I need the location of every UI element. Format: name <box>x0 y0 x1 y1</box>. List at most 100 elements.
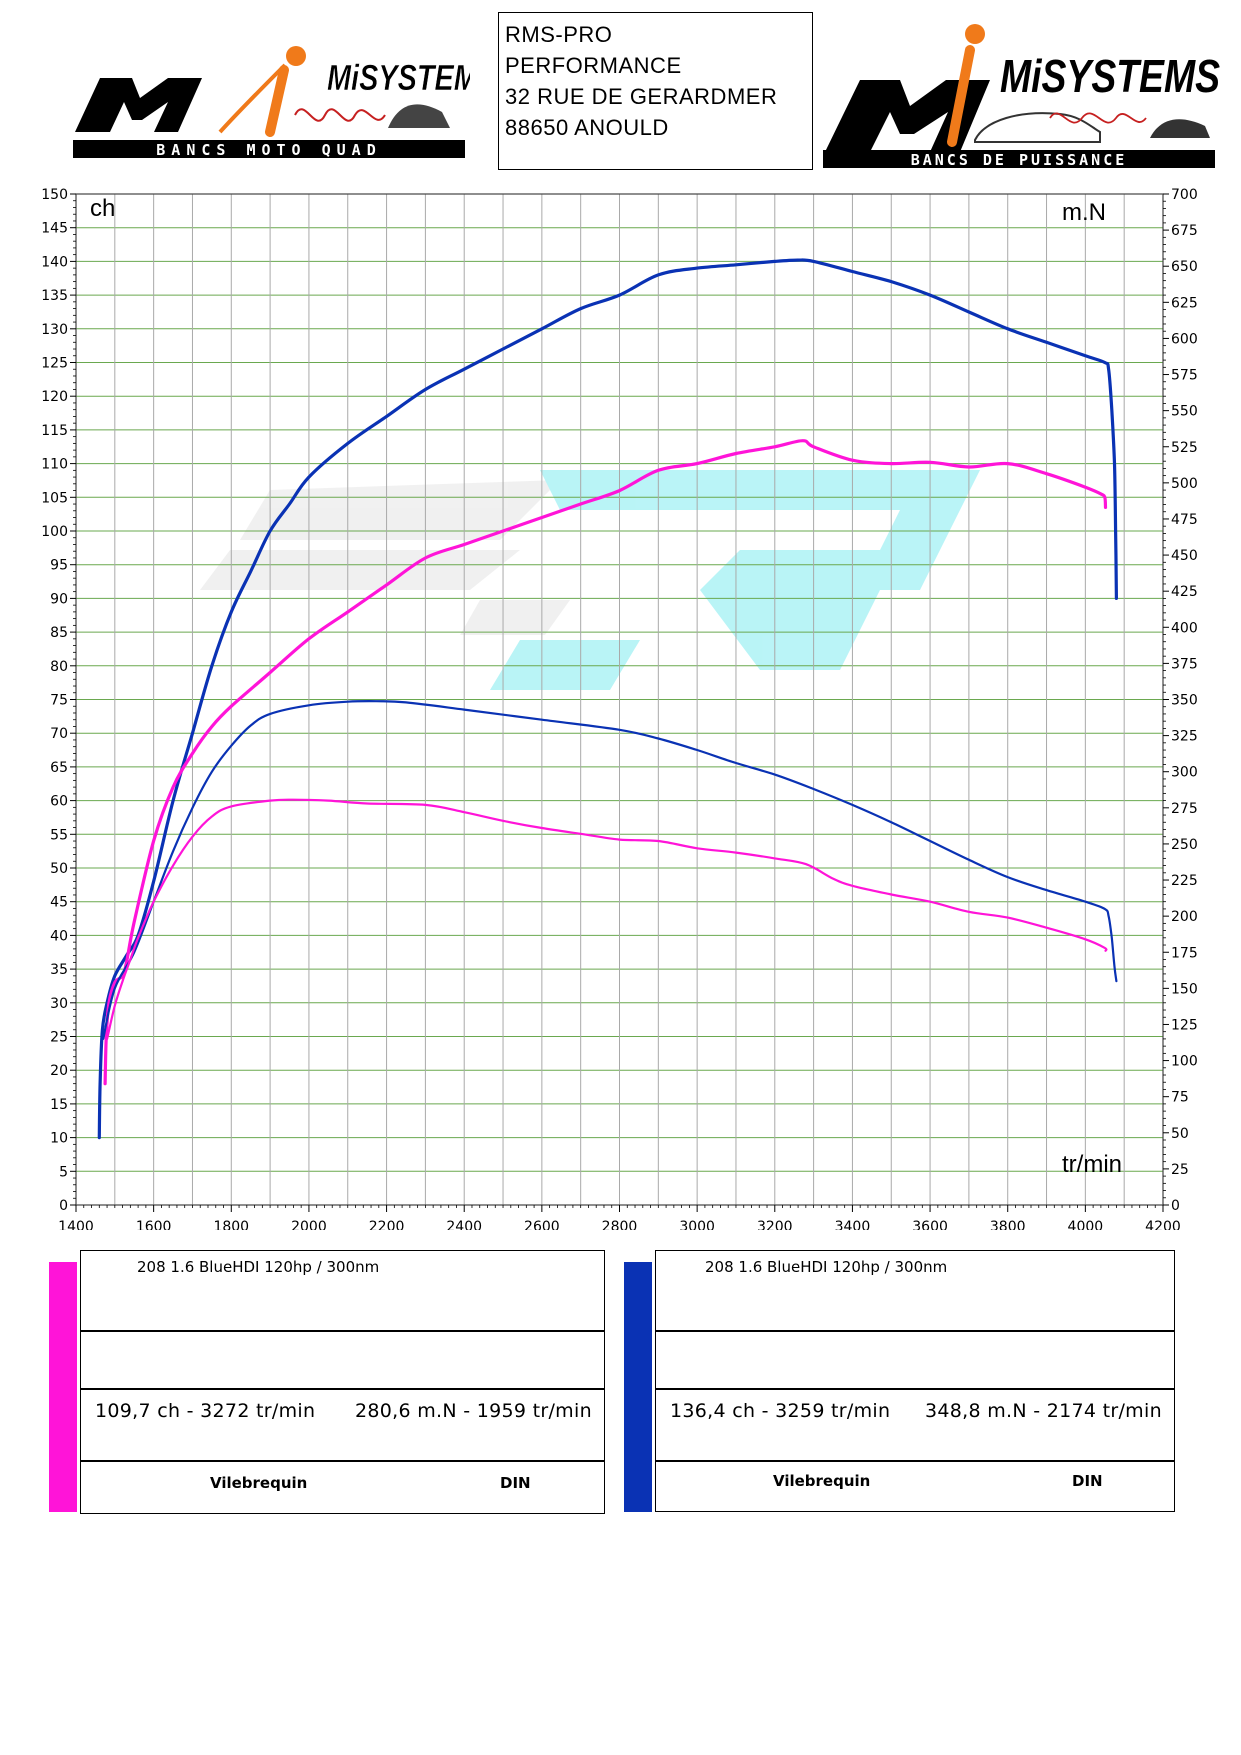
y-left-tick-label: 55 <box>50 827 68 843</box>
logo-right-wave <box>1049 112 1147 124</box>
y-left-tick-label: 35 <box>50 962 68 978</box>
y-left-tick-label: 130 <box>41 322 68 338</box>
x-tick-label: 3000 <box>679 1219 715 1230</box>
y-right-tick-label: 150 <box>1171 981 1198 997</box>
y-right-tick-label: 550 <box>1171 404 1198 420</box>
y-right-tick-label: 0 <box>1171 1198 1180 1214</box>
y-left-tick-label: 120 <box>41 389 68 405</box>
logo-left-wave <box>294 108 386 122</box>
y-left-tick-label: 5 <box>59 1164 68 1180</box>
logo-left-brand: MiSYSTEMS <box>327 57 470 98</box>
y-right-tick-label: 325 <box>1171 729 1198 745</box>
x-tick-label: 4000 <box>1068 1219 1104 1230</box>
run-max-power: 136,4 ch - 3259 tr/min <box>670 1400 891 1422</box>
address-line-3: 32 RUE DE GERARDMER <box>505 84 778 109</box>
y-left-tick-label: 75 <box>50 693 68 709</box>
y-right-tick-label: 450 <box>1171 548 1198 564</box>
y-right-tick-label: 650 <box>1171 259 1198 275</box>
y-right-tick-label: 625 <box>1171 295 1198 311</box>
row-divider <box>655 1460 1175 1462</box>
y-left-tick-label: 95 <box>50 558 68 574</box>
x-tick-label: 3400 <box>835 1219 871 1230</box>
y-right-tick-label: 500 <box>1171 476 1198 492</box>
address-line-2: PERFORMANCE <box>505 53 682 78</box>
x-tick-label: 2600 <box>524 1219 560 1230</box>
y-left-tick-label: 50 <box>50 861 68 877</box>
y-left-tick-label: 105 <box>41 490 68 506</box>
y-left-tick-label: 90 <box>50 591 68 607</box>
y-right-tick-label: 600 <box>1171 331 1198 347</box>
address-line-1: RMS-PRO <box>505 22 613 47</box>
address-box: RMS-PRO PERFORMANCE 32 RUE DE GERARDMER … <box>498 12 813 170</box>
y-left-tick-label: 20 <box>50 1063 68 1079</box>
row-divider <box>80 1460 605 1462</box>
x-tick-label: 3800 <box>990 1219 1026 1230</box>
y-left-tick-label: 30 <box>50 996 68 1012</box>
y-right-tick-label: 375 <box>1171 656 1198 672</box>
series-line-tuned-power <box>97 258 1118 1140</box>
logo-left: MiSYSTEMS BANCS MOTO QUAD <box>73 46 470 159</box>
y-right-tick-label: 675 <box>1171 223 1198 239</box>
y-left-tick-label: 110 <box>41 457 68 473</box>
y-left-tick-label: 25 <box>50 1030 68 1046</box>
y-right-tick-label: 250 <box>1171 837 1198 853</box>
y-left-tick-label: 60 <box>50 794 68 810</box>
x-tick-label: 1800 <box>213 1219 249 1230</box>
chart-series <box>97 258 1118 1140</box>
watermark-logo <box>200 470 980 690</box>
y-left-tick-label: 145 <box>41 221 68 237</box>
y-left-tick-label: 0 <box>59 1198 68 1214</box>
y-right-tick-label: 175 <box>1171 945 1198 961</box>
run-standard: DIN <box>1072 1472 1103 1490</box>
y-left-tick-label: 140 <box>41 254 68 270</box>
logo-right-i-mark <box>947 24 985 147</box>
y-left-tick-label: 65 <box>50 760 68 776</box>
y-left-tick-label: 100 <box>41 524 68 540</box>
logo-left-tagline: BANCS MOTO QUAD <box>156 141 381 159</box>
row-divider <box>80 1388 605 1390</box>
y-axis-left-label: ch <box>90 195 115 222</box>
y-left-tick-label: 15 <box>50 1097 68 1113</box>
logo-right-car-icon <box>974 112 1101 143</box>
y-right-tick-label: 225 <box>1171 873 1198 889</box>
x-tick-label: 3200 <box>757 1219 793 1230</box>
series-line-tuned-torque <box>102 700 1118 1040</box>
x-tick-label: 1600 <box>136 1219 172 1230</box>
y-right-tick-label: 700 <box>1171 187 1198 203</box>
logo-right: MiSYSTEMS BANCS DE PUISSANCE <box>823 24 1220 169</box>
chart-axes: 0 5 10 15 20 25 30 35 40 45 50 55 60 65 70 75 80 85 90 95 10… <box>41 187 1197 1230</box>
y-right-tick-label: 525 <box>1171 440 1198 456</box>
run-max-torque: 348,8 m.N - 2174 tr/min <box>925 1400 1162 1422</box>
x-tick-label: 2400 <box>446 1219 482 1230</box>
dyno-chart: 0 5 10 15 20 25 30 35 40 45 50 55 60 65 70 75 80 85 90 95 10… <box>41 187 1197 1230</box>
y-right-tick-label: 300 <box>1171 765 1198 781</box>
address-line-4: 88650 ANOULD <box>505 115 669 140</box>
run-info-box <box>655 1250 1175 1512</box>
run-color-swatch <box>624 1262 652 1512</box>
y-right-tick-label: 25 <box>1171 1162 1189 1178</box>
y-left-tick-label: 45 <box>50 895 68 911</box>
y-right-tick-label: 575 <box>1171 368 1198 384</box>
run-color-swatch <box>49 1262 77 1512</box>
y-right-tick-label: 50 <box>1171 1126 1189 1142</box>
y-right-tick-label: 125 <box>1171 1017 1198 1033</box>
run-correction: Vilebrequin <box>210 1474 308 1492</box>
y-right-tick-label: 200 <box>1171 909 1198 925</box>
run-panel-stock: 208 1.6 BlueHDI 120hp / 300nm 109,7 ch -… <box>45 1250 610 1515</box>
y-right-tick-label: 75 <box>1171 1090 1189 1106</box>
x-tick-label: 2000 <box>291 1219 327 1230</box>
y-left-tick-label: 80 <box>50 659 68 675</box>
y-right-tick-label: 275 <box>1171 801 1198 817</box>
row-divider <box>655 1330 1175 1332</box>
run-max-power: 109,7 ch - 3272 tr/min <box>95 1400 316 1422</box>
x-tick-label: 4200 <box>1145 1219 1181 1230</box>
run-max-torque: 280,6 m.N - 1959 tr/min <box>355 1400 592 1422</box>
x-tick-label: 1400 <box>58 1219 94 1230</box>
y-left-tick-label: 150 <box>41 187 68 203</box>
series-line-stock-torque <box>106 798 1108 1040</box>
x-tick-label: 2800 <box>602 1219 638 1230</box>
x-axis-label: tr/min <box>1062 1151 1122 1178</box>
logo-left-moto-icon <box>388 104 450 128</box>
row-divider <box>80 1330 605 1332</box>
y-left-tick-label: 10 <box>50 1131 68 1147</box>
